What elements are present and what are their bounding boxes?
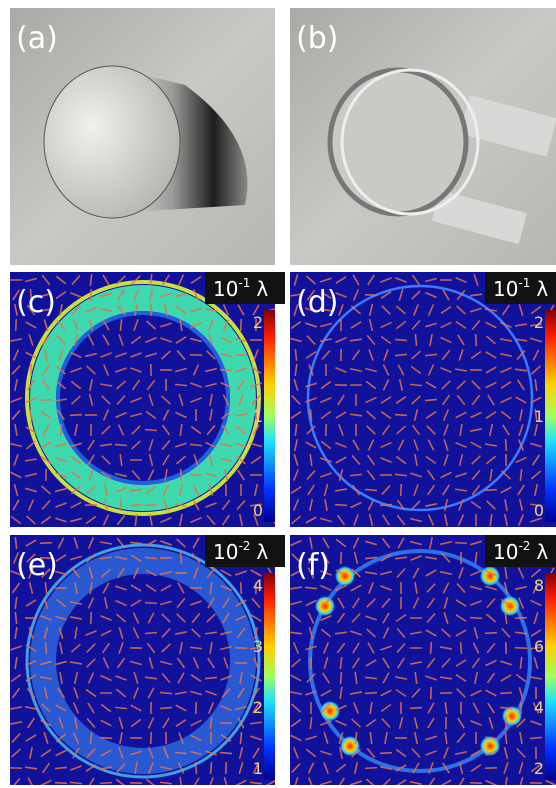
colorbar	[545, 573, 556, 780]
panel: 4 3 2 1 10-2 λ (e)	[10, 535, 285, 788]
colorbar-tick-label: 4	[253, 576, 263, 595]
colorbar	[264, 573, 275, 780]
colorbar-tick-label: 0	[253, 501, 263, 520]
colorbar-tick-label: 2	[253, 698, 263, 717]
panel-label: (b)	[296, 21, 338, 56]
colorbar-tick-label: 6	[534, 637, 544, 656]
panel-label: (d)	[296, 285, 338, 320]
colorbar-tick-label: 1	[253, 759, 263, 778]
scale-unit: λ	[536, 277, 548, 301]
colorbar-tick-label: 1	[534, 407, 544, 426]
figure: (a)(b)21010-1λ(c)21010-1λ(d)432110-2λ(e)…	[0, 0, 556, 788]
scale-base: 10	[493, 277, 518, 301]
panel-label: (a)	[16, 21, 58, 56]
colorbar	[264, 310, 275, 522]
scale-exponent: -2	[518, 539, 530, 553]
colorbar-tick-label: 2	[534, 759, 544, 778]
scale-exponent: -1	[238, 276, 250, 290]
panel: (b)	[296, 21, 338, 56]
colorbar-tick-label: 8	[534, 576, 544, 595]
scale-unit: λ	[536, 540, 548, 564]
scale-unit: λ	[256, 277, 268, 301]
panel-label: (f)	[296, 548, 330, 583]
scale-base: 10	[493, 540, 518, 564]
colorbar-tick-label: 0	[534, 501, 544, 520]
colorbar-tick-label: 2	[534, 313, 544, 332]
panel: (a)	[16, 21, 58, 56]
scale-exponent: -1	[518, 276, 530, 290]
panel: 8 6 4 2 10-2 λ (f)	[290, 535, 556, 788]
scale-exponent: -2	[238, 539, 250, 553]
scale-base: 10	[213, 540, 238, 564]
colorbar-tick-label: 3	[253, 637, 263, 656]
panel-label: (c)	[16, 285, 56, 320]
colorbar	[545, 310, 556, 522]
colorbar-tick-label: 1	[253, 407, 263, 426]
panel-label: (e)	[16, 548, 58, 583]
scale-base: 10	[213, 277, 238, 301]
colorbar-tick-label: 4	[534, 698, 544, 717]
scale-unit: λ	[256, 540, 268, 564]
colorbar-tick-label: 2	[253, 313, 263, 332]
